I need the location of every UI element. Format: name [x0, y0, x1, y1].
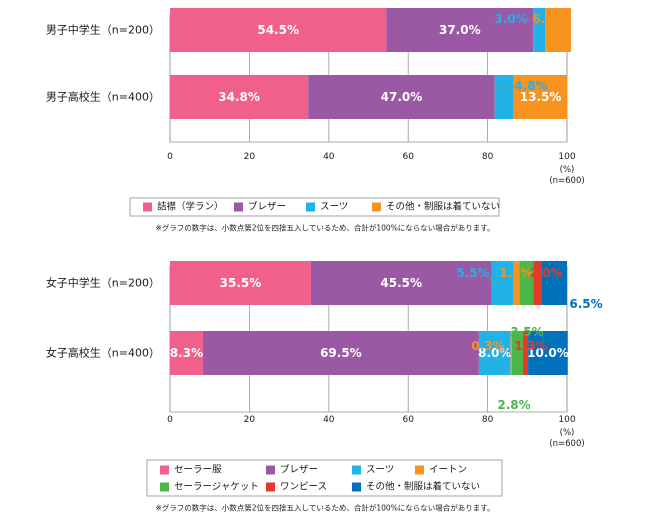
bar-segment: [478, 331, 511, 375]
bar-segment: [308, 75, 495, 119]
data-label: 2.8%: [497, 398, 530, 412]
leader-line: [530, 277, 534, 284]
data-label: 5.5%: [456, 266, 489, 280]
bar-segment: [170, 75, 309, 119]
data-label: 37.0%: [439, 23, 481, 37]
x-tick-label: 20: [244, 415, 256, 425]
unit-label: (%): [560, 428, 575, 438]
legend-label: セーラー服: [174, 465, 222, 476]
x-tick-label: 80: [482, 415, 494, 425]
x-tick-label: 40: [323, 152, 335, 162]
leader-line: [487, 277, 492, 283]
bar-segment: [545, 8, 571, 52]
bar-segment: [491, 261, 514, 305]
bar-segment: [170, 8, 387, 52]
legend-label: イートン: [429, 465, 467, 476]
bar-segment: [533, 8, 546, 52]
data-label: 34.8%: [218, 90, 260, 104]
legend-swatch: [352, 465, 361, 475]
bar-segment: [513, 75, 568, 119]
sample-size-label: (n=600): [549, 176, 584, 186]
x-tick-label: 80: [482, 152, 494, 162]
x-tick-label: 20: [244, 152, 256, 162]
legend-swatch: [266, 465, 275, 475]
data-label: 8.3%: [170, 346, 203, 360]
legend-swatch: [415, 465, 424, 475]
leader-line: [517, 350, 521, 356]
footnote: ※グラフの数字は、小数点第2位を四捨五入しているため、合計が100%にならない場…: [155, 503, 494, 513]
legend-label: 詰襟（学ラン）: [157, 201, 224, 213]
legend-box: [146, 459, 503, 497]
legend-swatch: [160, 482, 169, 492]
legend-swatch: [306, 202, 315, 212]
bar-segment: [519, 261, 534, 305]
x-tick-label: 60: [402, 152, 414, 162]
data-label: 69.5%: [320, 346, 362, 360]
data-label: 6.5%: [569, 297, 602, 311]
bar-segment: [533, 261, 542, 305]
legend-label: その他・制服は着ていない: [386, 201, 500, 213]
leader-line: [498, 85, 514, 91]
leader-line: [500, 350, 512, 356]
x-tick-label: 100: [558, 152, 575, 162]
data-label: 1.5%: [499, 266, 532, 280]
x-tick-label: 40: [323, 415, 335, 425]
legend-swatch: [143, 202, 152, 212]
bar-segment: [494, 75, 514, 119]
legend-label: ワンピース: [280, 482, 327, 493]
legend-swatch: [160, 465, 169, 475]
data-label: 1.3%: [514, 339, 547, 353]
legend-label: その他・制服は着ていない: [366, 481, 480, 493]
bar-segment: [513, 261, 520, 305]
leader-line: [522, 18, 536, 26]
sample-size-label: (n=600): [549, 439, 584, 449]
bar-segment: [170, 261, 311, 305]
legend-label: ブレザー: [280, 464, 318, 476]
data-label: 45.5%: [380, 276, 422, 290]
x-tick-label: 0: [167, 415, 173, 425]
category-label: 女子中学生（n=200）: [46, 276, 160, 290]
legend-swatch: [372, 202, 381, 212]
legend-swatch: [352, 482, 361, 492]
bar-segment: [528, 331, 568, 375]
legend-label: ブレザー: [248, 201, 286, 213]
bar-segment: [541, 261, 567, 305]
data-label: 47.0%: [381, 90, 423, 104]
data-label: 35.5%: [220, 276, 262, 290]
data-label: 13.5%: [520, 90, 562, 104]
data-label: 3.5%: [510, 325, 543, 339]
legend-label: スーツ: [320, 202, 348, 213]
legend-label: セーラージャケット: [174, 482, 259, 493]
unit-label: (%): [560, 165, 575, 175]
legend-swatch: [266, 482, 275, 492]
x-tick-label: 100: [558, 415, 575, 425]
data-label: 4.8%: [514, 79, 547, 93]
data-label: 3.0%: [494, 12, 527, 26]
category-label: 女子高校生（n=400）: [46, 346, 160, 360]
bar-segment: [202, 331, 479, 375]
bar-segment: [386, 8, 534, 52]
data-label: 6.5%: [532, 12, 565, 26]
footnote: ※グラフの数字は、小数点第2位を四捨五入しているため、合計が100%にならない場…: [155, 223, 494, 233]
data-label: 54.5%: [257, 23, 299, 37]
legend-swatch: [234, 202, 243, 212]
bar-segment: [522, 331, 529, 375]
data-label: 10.0%: [527, 346, 569, 360]
data-label: 8.0%: [478, 346, 511, 360]
legend-label: スーツ: [366, 465, 394, 476]
category-label: 男子中学生（n=200）: [46, 23, 160, 37]
bar-segment: [170, 331, 203, 375]
category-label: 男子高校生（n=400）: [46, 90, 160, 104]
x-tick-label: 60: [402, 415, 414, 425]
bar-segment: [510, 331, 512, 375]
bar-segment: [511, 331, 523, 375]
data-label: 0.3%: [471, 339, 504, 353]
x-tick-label: 0: [167, 152, 173, 162]
data-label: 2.0%: [529, 266, 562, 280]
bar-segment: [310, 261, 492, 305]
